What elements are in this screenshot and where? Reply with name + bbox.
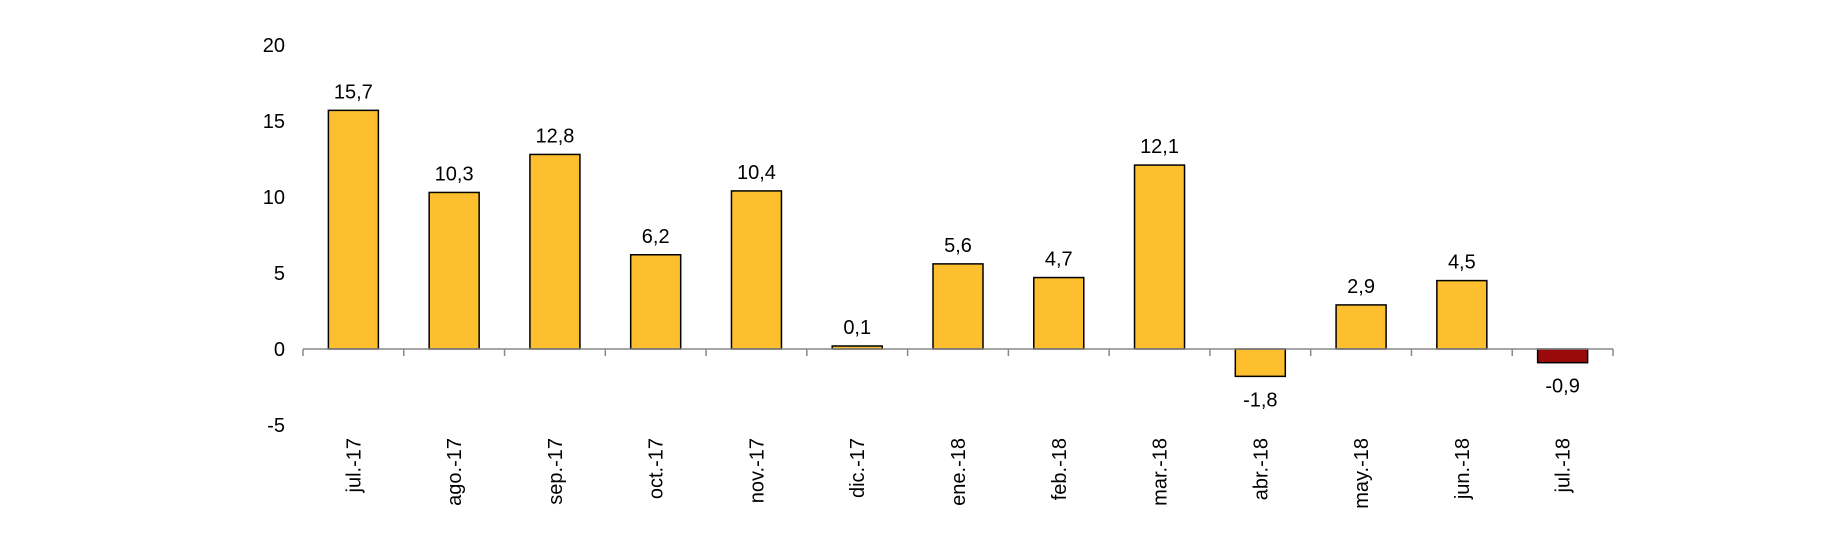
y-axis: 20 15 10 5 0 -5 xyxy=(263,35,285,437)
y-tick-label: 10 xyxy=(263,187,285,209)
bar-oct.-17 xyxy=(629,254,682,350)
x-category-label: abr.-18 xyxy=(1250,438,1272,500)
y-tick-label: 5 xyxy=(274,263,285,285)
x-category-label: dic.-17 xyxy=(847,438,869,498)
bar-ago.-17 xyxy=(428,191,480,350)
data-label: 12,1 xyxy=(1140,136,1179,158)
bar-nov.-17 xyxy=(730,190,783,350)
bar-jul.-18 xyxy=(1536,348,1589,364)
data-label: -1,8 xyxy=(1243,389,1277,411)
x-category-label: feb.-18 xyxy=(1049,438,1071,500)
bars: 15,7 10,3 12,8 6,2 10,4 0,1 5,6 4,7 12,1 -1,8 2,9 4… xyxy=(327,81,1589,411)
bar-ene.-18 xyxy=(932,263,984,350)
data-label: 4,5 xyxy=(1448,252,1476,274)
x-category-label: mar.-18 xyxy=(1150,438,1172,506)
x-category-label: ene.-18 xyxy=(948,438,970,506)
data-label: 5,6 xyxy=(944,235,972,257)
data-label: 0,1 xyxy=(843,317,871,339)
x-category-label: sep.-17 xyxy=(545,438,567,505)
x-category-label: oct.-17 xyxy=(646,438,668,499)
data-label: 12,8 xyxy=(535,125,574,147)
x-axis: jul.-17 ago.-17 sep.-17 oct.-17 nov.-17 dic.-… xyxy=(302,348,1614,509)
y-tick-label: -5 xyxy=(267,415,285,437)
y-tick-label: 0 xyxy=(274,339,285,361)
x-category-label: ago.-17 xyxy=(444,438,466,506)
y-tick-label: 15 xyxy=(263,111,285,133)
data-label: 10,4 xyxy=(737,162,776,184)
x-category-label: nov.-17 xyxy=(746,438,768,503)
bar-feb.-18 xyxy=(1033,276,1085,350)
x-category-label: jul.-17 xyxy=(343,438,365,493)
bar-jul.-17 xyxy=(327,109,380,350)
data-label: 2,9 xyxy=(1347,276,1375,298)
data-label: 15,7 xyxy=(334,81,373,103)
x-category-label: may.-18 xyxy=(1351,438,1373,509)
bar-abr.-18 xyxy=(1234,348,1287,378)
x-category-label: jul.-18 xyxy=(1553,438,1575,493)
data-label: 10,3 xyxy=(435,163,474,185)
bar-sep.-17 xyxy=(529,153,581,350)
bar-jun.-18 xyxy=(1436,279,1488,350)
x-category-label: jun.-18 xyxy=(1452,438,1474,500)
data-label: 6,2 xyxy=(642,226,670,248)
bar-may.-18 xyxy=(1335,304,1387,350)
data-label: -0,9 xyxy=(1545,376,1579,398)
y-tick-label: 20 xyxy=(263,35,285,57)
bar-mar.-18 xyxy=(1133,164,1186,350)
data-label: 4,7 xyxy=(1045,249,1073,271)
